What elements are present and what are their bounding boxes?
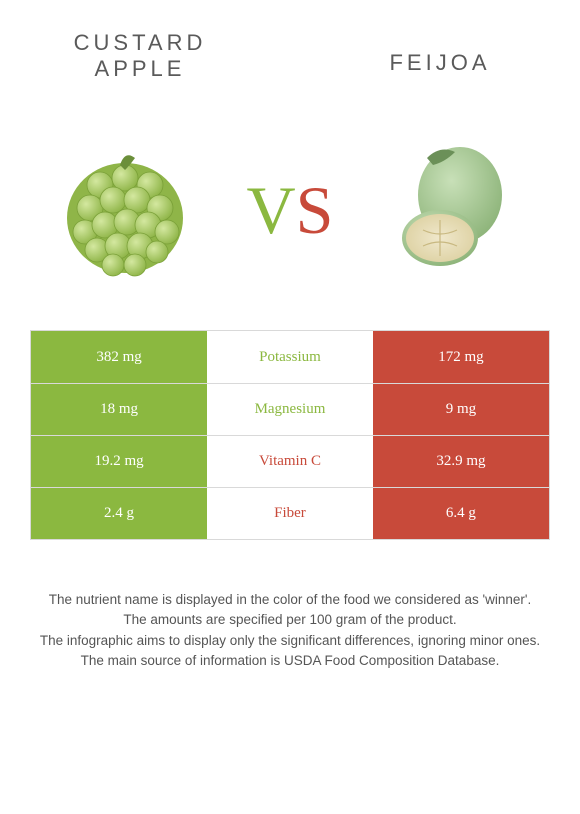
left-title-line1: CUSTARD xyxy=(50,30,230,56)
feijoa-icon xyxy=(380,135,530,285)
table-row: 2.4 g Fiber 6.4 g xyxy=(31,487,549,539)
footnote-line: The nutrient name is displayed in the co… xyxy=(35,590,545,610)
table-row: 382 mg Potassium 172 mg xyxy=(31,331,549,383)
right-value: 32.9 mg xyxy=(373,436,549,487)
images-row: VS xyxy=(30,120,550,300)
right-fruit-title: FEIJOA xyxy=(350,30,530,76)
left-value: 19.2 mg xyxy=(31,436,207,487)
vs-v: V xyxy=(247,171,296,250)
header-row: CUSTARD APPLE FEIJOA xyxy=(30,20,550,120)
right-value: 9 mg xyxy=(373,384,549,435)
footnotes: The nutrient name is displayed in the co… xyxy=(30,590,550,671)
left-value: 2.4 g xyxy=(31,488,207,539)
footnote-line: The amounts are specified per 100 gram o… xyxy=(35,610,545,630)
custard-apple-icon xyxy=(50,135,200,285)
nutrient-label: Magnesium xyxy=(207,384,373,435)
right-value: 172 mg xyxy=(373,331,549,383)
footnote-line: The main source of information is USDA F… xyxy=(35,651,545,671)
nutrient-label: Potassium xyxy=(207,331,373,383)
nutrient-label: Fiber xyxy=(207,488,373,539)
table-row: 18 mg Magnesium 9 mg xyxy=(31,383,549,435)
right-value: 6.4 g xyxy=(373,488,549,539)
vs-label: VS xyxy=(247,171,334,250)
left-value: 382 mg xyxy=(31,331,207,383)
vs-s: S xyxy=(296,171,334,250)
infographic-container: CUSTARD APPLE FEIJOA xyxy=(0,0,580,814)
left-fruit-title: CUSTARD APPLE xyxy=(50,30,230,83)
left-value: 18 mg xyxy=(31,384,207,435)
table-row: 19.2 mg Vitamin C 32.9 mg xyxy=(31,435,549,487)
nutrient-label: Vitamin C xyxy=(207,436,373,487)
footnote-line: The infographic aims to display only the… xyxy=(35,631,545,651)
left-title-line2: APPLE xyxy=(50,56,230,82)
nutrient-table: 382 mg Potassium 172 mg 18 mg Magnesium … xyxy=(30,330,550,540)
